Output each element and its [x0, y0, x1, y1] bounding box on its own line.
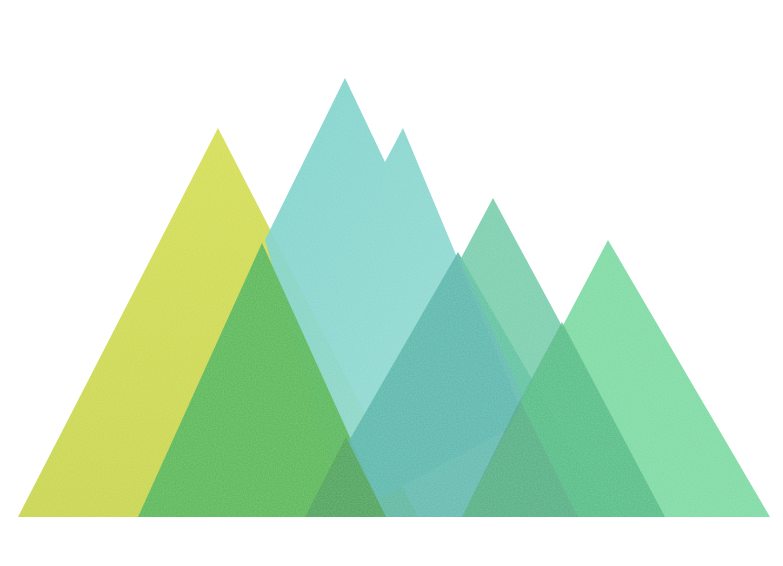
overlap-shade	[305, 437, 386, 517]
green-foreground-peak	[138, 243, 386, 517]
overlap-shade	[462, 400, 578, 517]
overlap-shade	[520, 322, 665, 517]
